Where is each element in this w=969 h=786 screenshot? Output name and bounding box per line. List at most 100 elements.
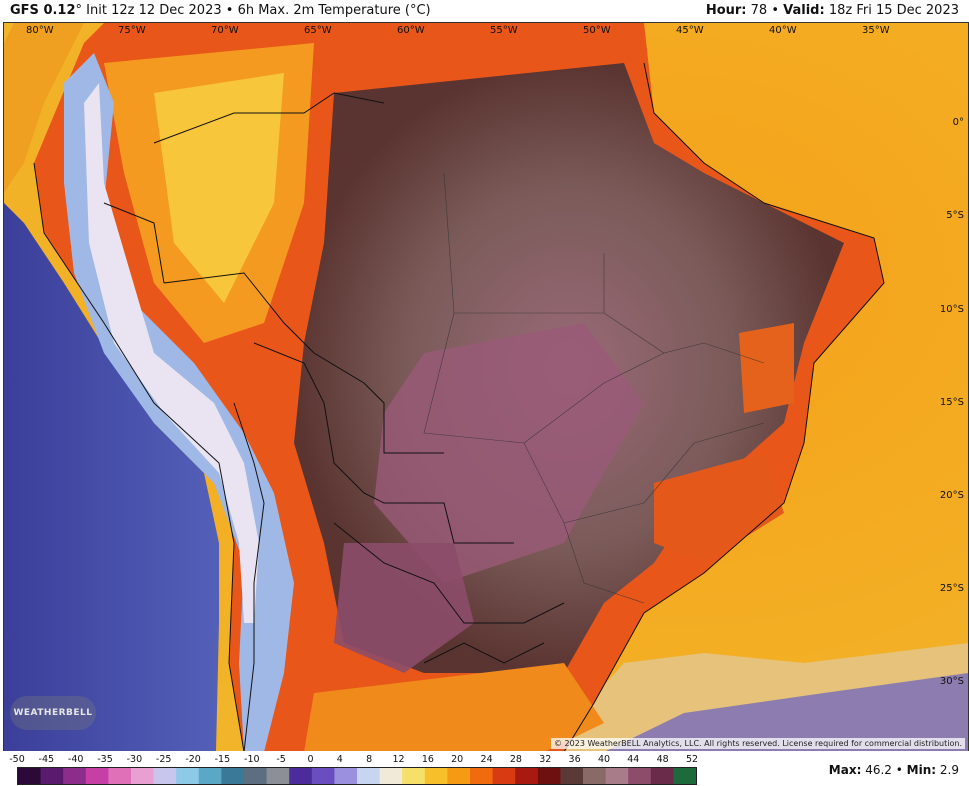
colorbar-swatch: [198, 768, 222, 784]
coastline: [33, 62, 885, 752]
lon-label: 75°W: [118, 25, 146, 36]
lon-label: 40°W: [769, 25, 797, 36]
colorbar-swatch: [221, 768, 245, 784]
colorbar-swatch: [402, 768, 426, 784]
colorbar-swatch: [560, 768, 584, 784]
colorbar-swatch: [650, 768, 674, 784]
colorbar-swatch: [628, 768, 652, 784]
colorbar-swatch: [266, 768, 290, 784]
colorbar-swatch: [470, 768, 494, 784]
lon-label: 70°W: [211, 25, 239, 36]
lat-label: 20°S: [939, 490, 964, 501]
colorbar-tick-label: -25: [155, 754, 172, 765]
weatherbell-logo: WEATHERBELL: [10, 696, 96, 730]
lon-label: 45°W: [676, 25, 704, 36]
colorbar-swatch: [424, 768, 448, 784]
colorbar-swatch: [131, 768, 155, 784]
footer-bar: -50 -45 -40 -35 -30 -25 -20 -15 -10 -5 0 4 8 12 16 20 24…: [0, 751, 969, 786]
colorbar: [17, 767, 697, 785]
valid-info: Hour: 78 • Valid: 18z Fri 15 Dec 2023: [705, 3, 959, 18]
product-name: 6h Max. 2m Temperature (°C): [237, 3, 431, 18]
colorbar-tick-label: -35: [97, 754, 113, 765]
southeast-orange: [654, 453, 784, 563]
colorbar-tick-label: -40: [67, 754, 84, 765]
hour-label: Hour: [705, 3, 742, 18]
colorbar-tick-label: 12: [392, 754, 405, 765]
stats-separator: •: [895, 763, 903, 777]
header-bar: GFS 0.12° Init 12z 12 Dec 2023 • 6h Max.…: [0, 0, 969, 22]
chaco-core: [334, 543, 474, 673]
colorbar-tick-label: 20: [451, 754, 464, 765]
colorbar-tick-label: 8: [366, 754, 373, 765]
colorbar-tick-labels: -50 -45 -40 -35 -30 -25 -20 -15 -10 -5 0 4 8 12 16 20 24…: [4, 754, 704, 766]
colorbar-swatch: [18, 768, 42, 784]
colorbar-tick-label: 48: [656, 754, 669, 765]
pampas-heat: [304, 663, 604, 752]
colorbar-tick-label: 28: [509, 754, 522, 765]
colorbar-swatch: [40, 768, 64, 784]
lat-label: 0°: [952, 117, 964, 128]
colorbar-tick-label: 32: [539, 754, 552, 765]
northeast-orange: [739, 323, 794, 413]
valid-label: Valid: [783, 3, 820, 18]
country-borders: [103, 92, 565, 752]
colorbar-tick-label: 40: [597, 754, 611, 765]
degree-symbol: °: [75, 3, 83, 18]
map-title: GFS 0.12° Init 12z 12 Dec 2023 • 6h Max.…: [10, 3, 431, 18]
lon-label: 35°W: [862, 25, 890, 36]
max-label: Max: [828, 763, 857, 777]
lat-label: 30°S: [939, 676, 964, 687]
lon-label: 80°W: [26, 25, 54, 36]
colorbar-swatch: [244, 768, 268, 784]
colorbar-tick-label: -30: [126, 754, 143, 765]
colorbar-swatch: [108, 768, 132, 784]
valid-separator: •: [771, 3, 779, 18]
lon-label: 65°W: [304, 25, 332, 36]
colorbar-swatch: [334, 768, 358, 784]
temperature-map[interactable]: 80°W 75°W 70°W 65°W 60°W 55°W 50°W 45°W …: [3, 22, 969, 753]
colorbar-swatch: [311, 768, 335, 784]
colorbar-swatch: [379, 768, 403, 784]
map-image: [4, 23, 968, 752]
lat-label: 25°S: [939, 583, 964, 594]
colorbar-swatch: [583, 768, 607, 784]
colorbar-swatch: [605, 768, 629, 784]
copyright-notice: © 2023 WeatherBELL Analytics, LLC. All r…: [551, 738, 965, 749]
min-value: 2.9: [939, 763, 959, 777]
colorbar-swatch: [492, 768, 516, 784]
model-name: GFS 0.12: [10, 3, 76, 18]
hour-value: 78: [750, 3, 768, 18]
lon-label: 50°W: [583, 25, 611, 36]
colorbar-tick-label: -50: [9, 754, 25, 765]
colorbar-tick-label: 16: [421, 754, 434, 765]
init-time: Init 12z 12 Dec 2023: [86, 3, 222, 18]
colorbar-tick-label: -20: [185, 754, 201, 765]
min-label: Min: [906, 763, 932, 777]
lat-label: 10°S: [939, 304, 964, 315]
lat-label: 5°S: [946, 210, 964, 221]
lon-label: 60°W: [397, 25, 425, 36]
colorbar-tick-label: -15: [214, 754, 231, 765]
colorbar-swatch: [153, 768, 177, 784]
south-atlantic-cold: [604, 673, 968, 752]
state-borders: [423, 172, 765, 604]
colorbar-swatch: [537, 768, 561, 784]
colorbar-swatch: [447, 768, 471, 784]
pacific-ocean: [4, 203, 219, 752]
colorbar-swatch: [63, 768, 87, 784]
title-separator: •: [225, 3, 234, 18]
colorbar-tick-label: 52: [685, 754, 699, 765]
colorbar-swatch: [357, 768, 381, 784]
max-min-readout: Max: 46.2 • Min: 2.9: [828, 763, 959, 777]
colorbar-tick-label: 36: [568, 754, 581, 765]
colorbar-swatch: [85, 768, 109, 784]
colorbar-swatch: [176, 768, 200, 784]
colorbar-swatch: [673, 768, 696, 784]
pacific-north: [4, 23, 84, 193]
colorbar-tick-label: 44: [627, 754, 640, 765]
colorbar-swatch: [289, 768, 313, 784]
andes-peaks: [84, 83, 259, 623]
colorbar-tick-label: -10: [244, 754, 260, 765]
colorbar-tick-label: 4: [336, 754, 343, 765]
valid-value: 18z Fri 15 Dec 2023: [828, 3, 959, 18]
